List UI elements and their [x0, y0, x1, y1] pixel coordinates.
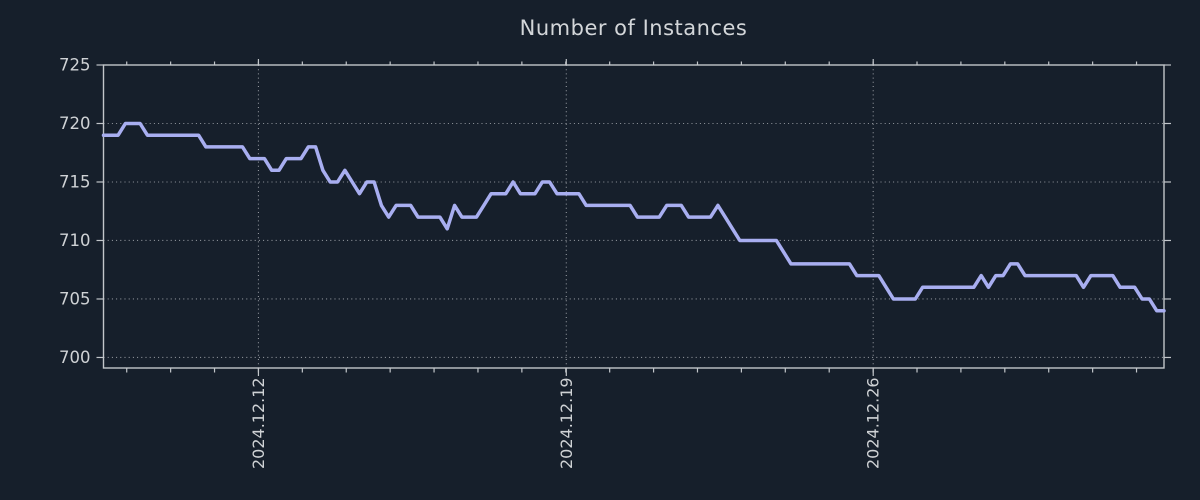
y-axis-tick-labels: 700 705 710 715 720 725: [59, 56, 91, 367]
y-tick-label: 715: [59, 172, 91, 191]
vertical-gridlines: [257, 65, 874, 368]
y-tick-label: 710: [59, 231, 91, 250]
y-tick-label: 705: [59, 289, 91, 308]
y-tick-label: 720: [59, 114, 91, 133]
x-axis-tick-labels: 2024.12.12 2024.12.19 2024.12.26: [249, 377, 883, 469]
x-tick-label: 2024.12.12: [249, 377, 268, 469]
x-tick-label: 2024.12.19: [557, 377, 576, 469]
chart-title: Number of Instances: [519, 16, 748, 40]
axis-ticks: [96, 59, 1171, 376]
plot-area-frame: [102, 64, 1165, 369]
y-tick-label: 700: [59, 348, 91, 367]
horizontal-gridlines: [103, 122, 1164, 359]
y-tick-label: 725: [59, 56, 91, 75]
x-tick-label: 2024.12.26: [864, 377, 883, 469]
instances-series-line: [101, 121, 1166, 313]
